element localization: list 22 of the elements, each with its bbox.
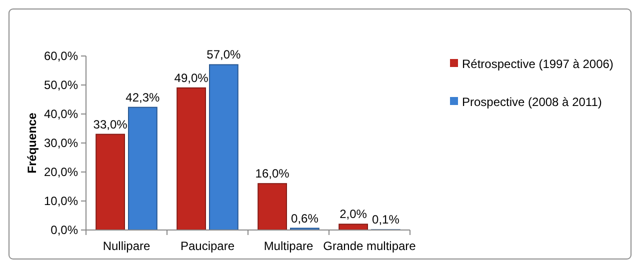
y-tick-label: 0,0% — [50, 223, 78, 238]
data-label: 57,0% — [206, 48, 242, 62]
y-axis-title: Fréquence — [25, 112, 39, 174]
x-tick-label: Nullipare — [102, 239, 150, 253]
x-tick-label: Multipare — [264, 239, 314, 253]
data-label: 2,0% — [340, 207, 368, 222]
y-tick-label: 10,0% — [44, 194, 78, 208]
y-tick-label: 30,0% — [44, 136, 78, 150]
y-tick-label: 50,0% — [44, 78, 78, 92]
data-label: 49,0% — [174, 70, 209, 85]
y-tick-label: 20,0% — [44, 165, 78, 180]
y-tick-label: 40,0% — [44, 107, 78, 122]
data-label: 0,1% — [372, 212, 400, 227]
x-tick-label: Paucipare — [180, 239, 235, 253]
y-tick-label: 60,0% — [44, 49, 78, 64]
data-label: 42,3% — [126, 90, 160, 104]
data-label: 16,0% — [255, 166, 290, 181]
x-tick-label: Grande multipare — [323, 239, 416, 253]
data-label: 33,0% — [93, 117, 128, 132]
legend-label: Prospective (2008 à 2011) — [462, 95, 602, 110]
legend-label: Rétrospective (1997 à 2006) — [462, 57, 614, 72]
data-label: 0,6% — [291, 211, 319, 226]
